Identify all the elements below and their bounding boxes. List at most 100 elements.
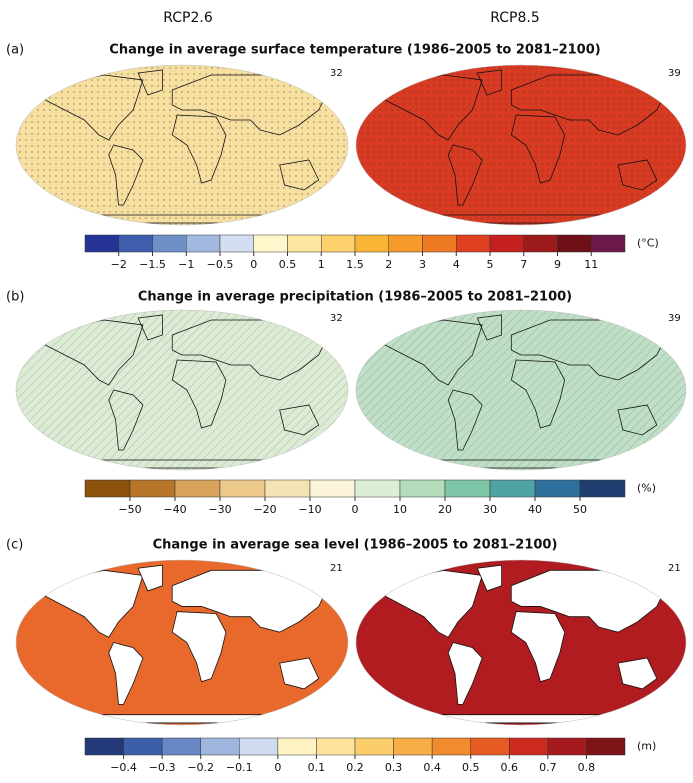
map-border — [355, 559, 687, 726]
panel-title: Change in average surface temperature (1… — [109, 43, 600, 58]
colorbar-box — [123, 737, 163, 756]
colorbar-tick-label: 2 — [385, 258, 392, 271]
colorbar-tick-label: −0.5 — [207, 258, 234, 271]
colorbar-box — [523, 234, 558, 253]
colorbar-unit: (°C) — [637, 237, 659, 250]
map-overlay — [16, 310, 348, 470]
colorbar-tick-label: 0 — [274, 761, 281, 774]
model-count: 32 — [330, 68, 343, 79]
colorbar-box — [186, 234, 221, 253]
model-count: 39 — [668, 68, 681, 79]
colorbar-box — [388, 234, 423, 253]
colorbar-box — [152, 234, 187, 253]
model-count: 21 — [668, 563, 681, 574]
map — [16, 310, 348, 470]
colorbar-tick-label: −1.5 — [139, 258, 166, 271]
column-header: RCP8.5 — [490, 10, 540, 26]
panel-label: (b) — [6, 290, 24, 305]
colorbar-box — [354, 234, 389, 253]
colorbar-box — [161, 737, 201, 756]
colorbar-tick-label: −40 — [163, 503, 186, 516]
colorbar-box — [586, 737, 626, 756]
colorbar-tick-label: 20 — [438, 503, 452, 516]
map — [356, 310, 686, 470]
colorbar-tick-label: −10 — [298, 503, 321, 516]
colorbar-tick-label: 9 — [554, 258, 561, 271]
colorbar-tick-label: 0.4 — [423, 761, 441, 774]
panel-title: Change in average precipitation (1986–20… — [138, 290, 572, 305]
colorbar-tick-label: 0.2 — [346, 761, 364, 774]
colorbar-box — [129, 479, 176, 498]
map — [16, 560, 348, 725]
colorbar-box — [591, 234, 626, 253]
map-border — [355, 309, 687, 471]
colorbar-tick-label: 4 — [453, 258, 460, 271]
colorbar-tick-label: −50 — [118, 503, 141, 516]
colorbar-tick-label: 7 — [520, 258, 527, 271]
colorbar-tick-label: −1 — [178, 258, 194, 271]
map — [356, 560, 686, 725]
colorbar-tick-label: 50 — [573, 503, 587, 516]
map-overlay — [356, 65, 686, 225]
colorbar-unit: (%) — [637, 482, 656, 495]
map-border — [15, 559, 349, 726]
colorbar-box — [431, 737, 471, 756]
model-count: 21 — [330, 563, 343, 574]
colorbar-tick-label: 5 — [487, 258, 494, 271]
colorbar-box — [287, 234, 322, 253]
colorbar-tick-label: 3 — [419, 258, 426, 271]
colorbar-tick-label: −20 — [253, 503, 276, 516]
colorbar-tick-label: 0 — [352, 503, 359, 516]
panel-label: (c) — [6, 538, 23, 553]
panel-title: Change in average sea level (1986–2005 t… — [153, 538, 558, 553]
map-border — [355, 64, 687, 226]
colorbar-box — [84, 234, 119, 253]
colorbar-tick-label: 1 — [318, 258, 325, 271]
colorbar-box — [393, 737, 433, 756]
colorbar-tick-label: −0.1 — [226, 761, 253, 774]
colorbar-tick-label: −2 — [111, 258, 127, 271]
colorbar-box — [200, 737, 240, 756]
colorbar-tick-label: −0.2 — [187, 761, 214, 774]
colorbar-tick-label: 10 — [393, 503, 407, 516]
colorbar-box — [422, 234, 457, 253]
colorbar-box — [174, 479, 221, 498]
colorbar-box — [489, 479, 536, 498]
colorbar-box — [84, 737, 124, 756]
colorbar-unit: (m) — [637, 740, 656, 753]
colorbar-tick-label: 0.7 — [539, 761, 557, 774]
colorbar-box — [354, 479, 401, 498]
model-count: 32 — [330, 313, 343, 324]
colorbar-box — [509, 737, 549, 756]
map-overlay — [356, 310, 686, 470]
colorbar-box — [444, 479, 491, 498]
colorbar-tick-label: −0.3 — [149, 761, 176, 774]
colorbar-tick-label: 11 — [584, 258, 598, 271]
colorbar-tick-label: 0.1 — [308, 761, 326, 774]
map-overlay — [16, 65, 348, 225]
colorbar-box — [277, 737, 317, 756]
colorbar-tick-label: 0 — [250, 258, 257, 271]
colorbar-box — [557, 234, 592, 253]
column-header: RCP2.6 — [163, 10, 213, 26]
map — [16, 65, 348, 225]
colorbar-box — [354, 737, 394, 756]
colorbar-box — [547, 737, 587, 756]
colorbar-tick-label: 40 — [528, 503, 542, 516]
colorbar-tick-label: −0.4 — [110, 761, 137, 774]
colorbar-box — [219, 234, 254, 253]
colorbar-box — [470, 737, 510, 756]
colorbar-box — [534, 479, 581, 498]
model-count: 39 — [668, 313, 681, 324]
panel-label: (a) — [6, 43, 24, 58]
colorbar-box — [489, 234, 524, 253]
colorbar-box — [399, 479, 446, 498]
map — [356, 65, 686, 225]
colorbar-tick-label: 0.8 — [578, 761, 596, 774]
colorbar-box — [579, 479, 626, 498]
colorbar-tick-label: 30 — [483, 503, 497, 516]
colorbar-box — [253, 234, 288, 253]
map-border — [15, 309, 349, 471]
map-border — [15, 64, 349, 226]
